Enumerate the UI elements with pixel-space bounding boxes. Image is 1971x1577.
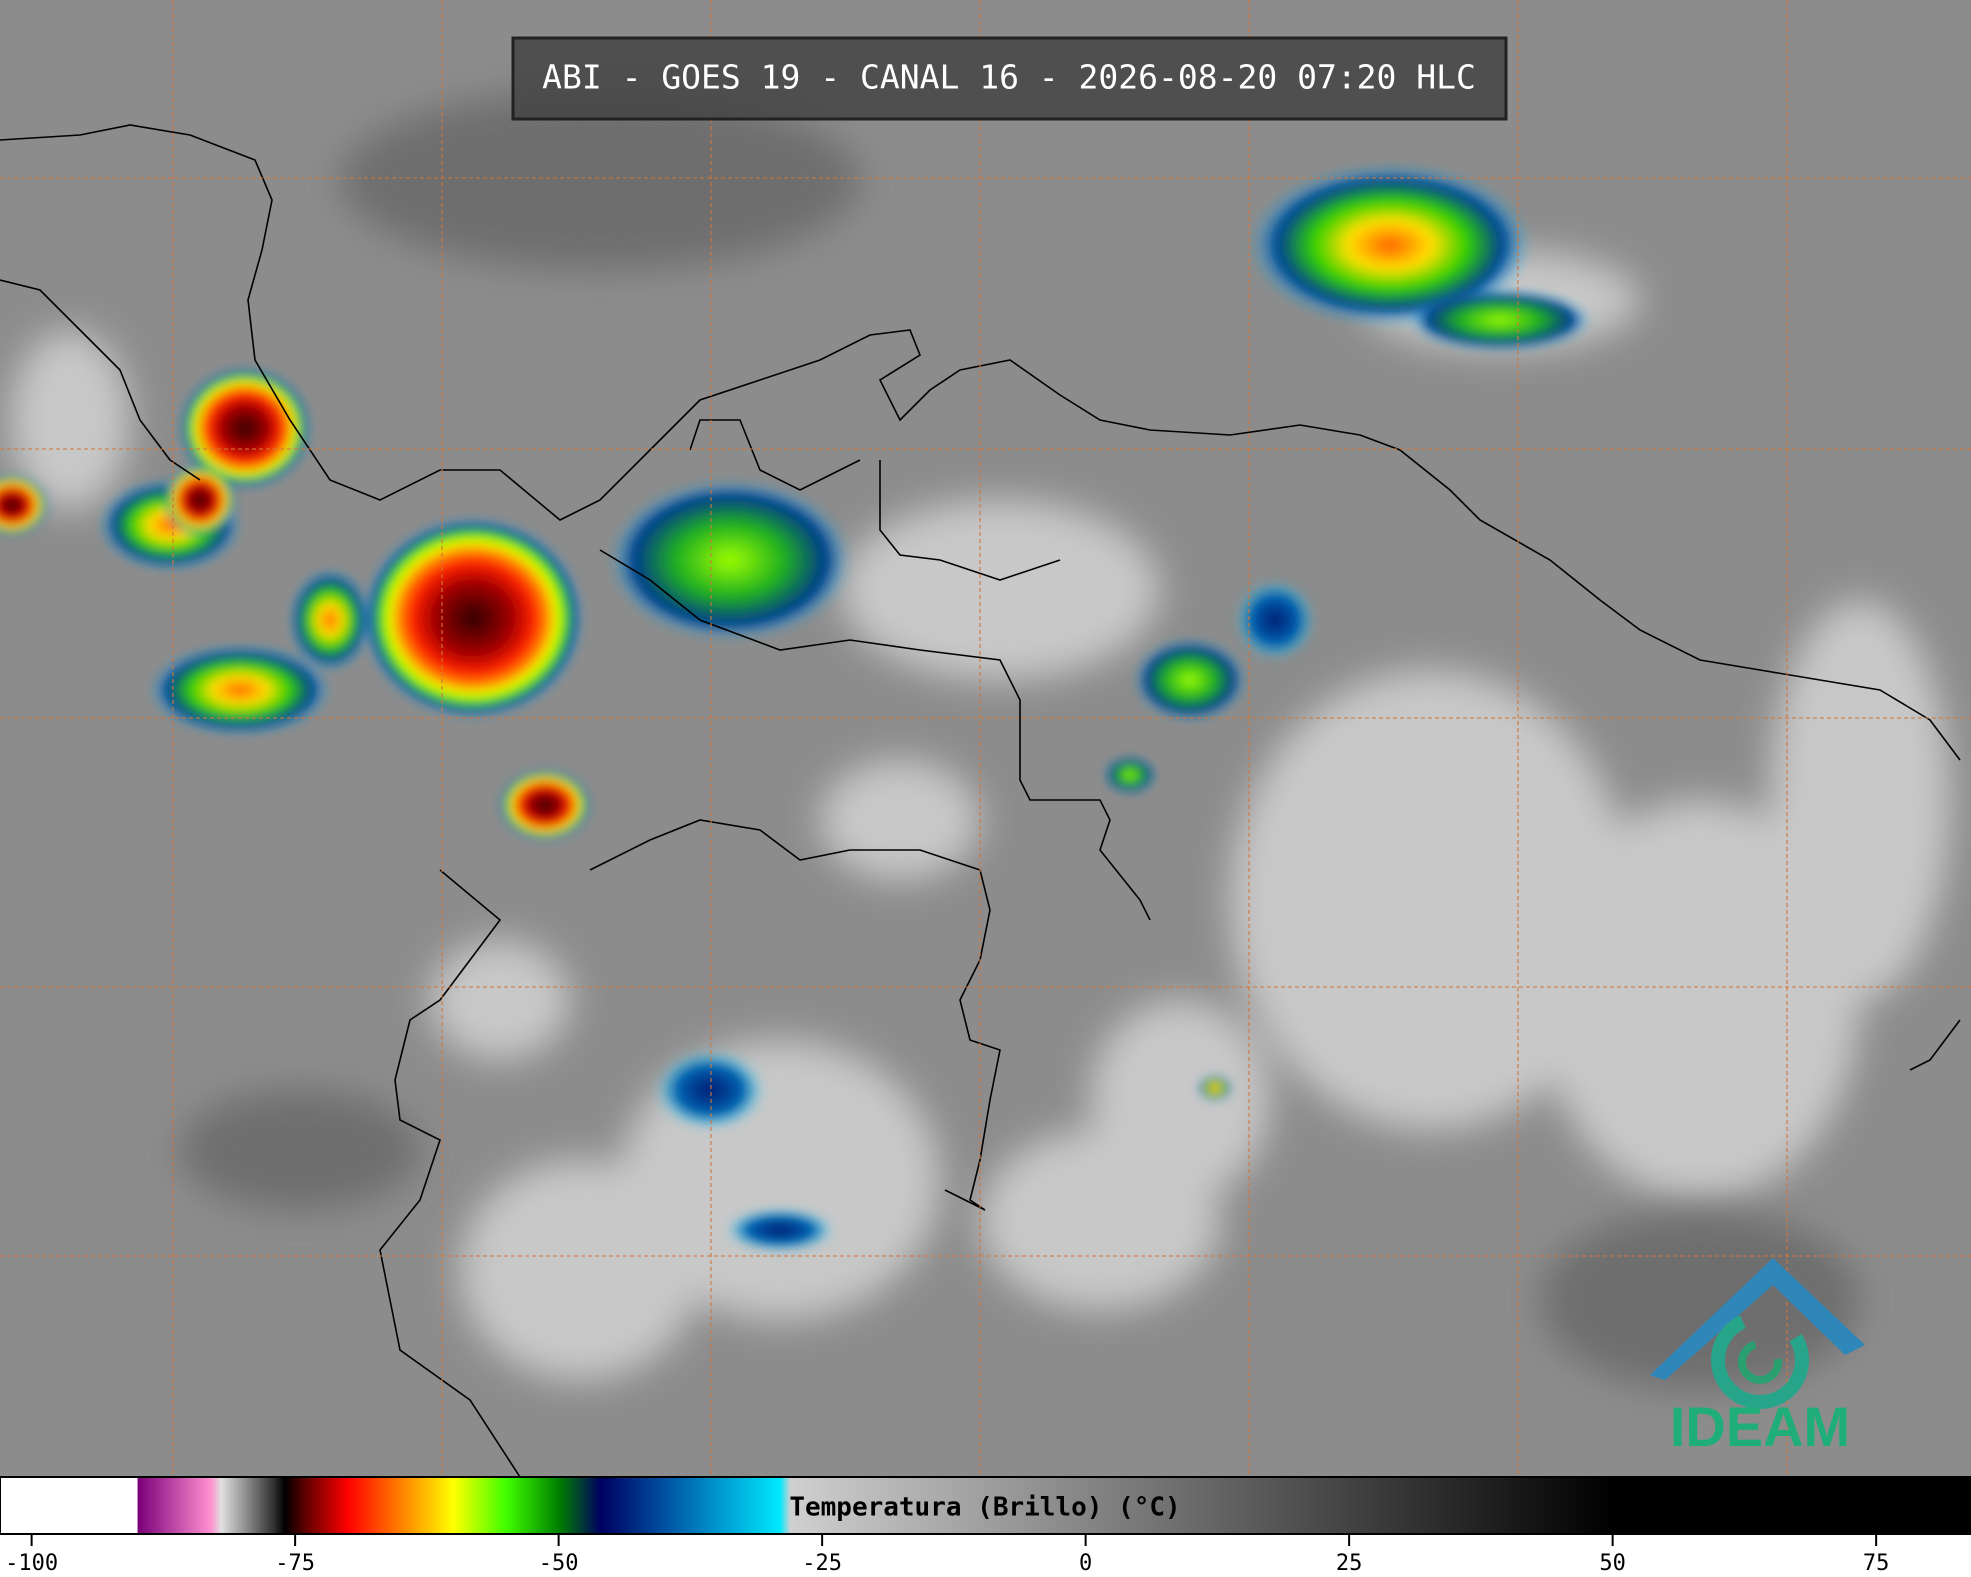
logo-text: IDEAM bbox=[1670, 1395, 1850, 1458]
tick-label: -50 bbox=[539, 1551, 579, 1576]
tick-label: 25 bbox=[1336, 1551, 1363, 1576]
colorbar bbox=[0, 1476, 1971, 1535]
logo-swirl bbox=[1711, 1311, 1809, 1409]
tick-label: -75 bbox=[275, 1551, 315, 1576]
dark-patches bbox=[180, 90, 1860, 1390]
tick-label: -25 bbox=[802, 1551, 842, 1576]
tick-label: 0 bbox=[1079, 1551, 1092, 1576]
logo: IDEAM bbox=[1650, 1258, 1865, 1458]
tick-label: 50 bbox=[1599, 1551, 1626, 1576]
title-box bbox=[511, 36, 1508, 121]
colorbar-label: Temperatura (Brillo) (°C) bbox=[789, 1493, 1180, 1523]
logo-roof bbox=[1650, 1258, 1865, 1380]
logo-swirl-inner bbox=[1738, 1340, 1782, 1384]
coastlines bbox=[0, 124, 1961, 1478]
title: ABI - GOES 19 - CANAL 16 - 2026-08-20 07… bbox=[542, 58, 1476, 97]
colorbar-ticks: -100 -75 -50 -25 0 25 50 75 bbox=[5, 1534, 1889, 1576]
tick-label: -100 bbox=[5, 1551, 58, 1576]
graticule bbox=[0, 0, 1971, 1477]
tick-label: 75 bbox=[1863, 1551, 1890, 1576]
